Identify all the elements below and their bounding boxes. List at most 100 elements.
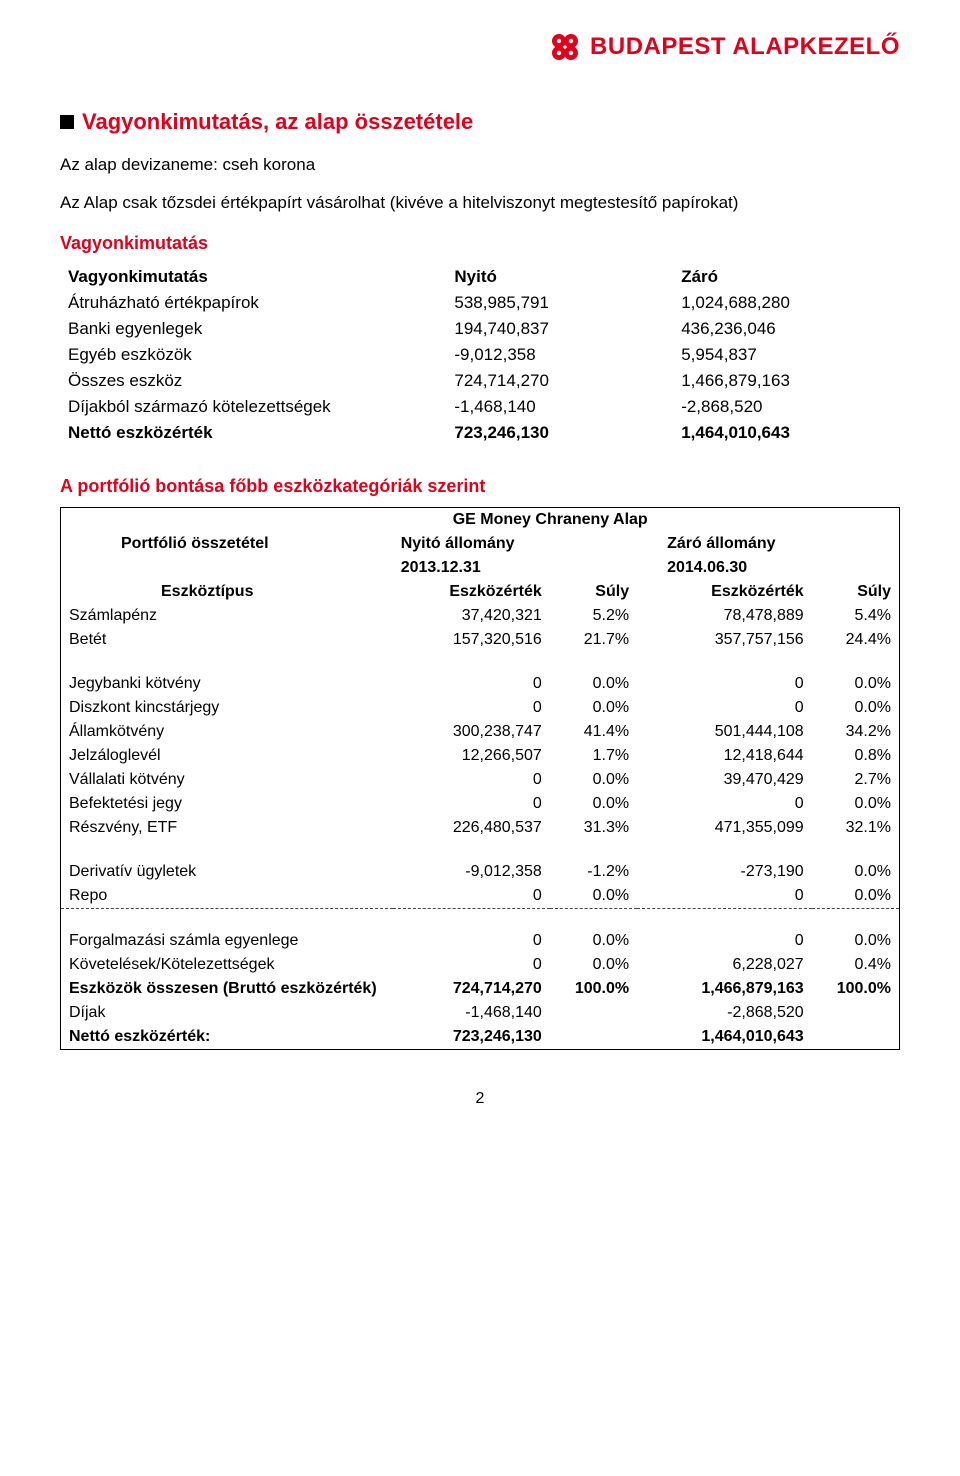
row-open: -1,468,140 xyxy=(446,394,673,420)
subheading-vagyon: Vagyonkimutatás xyxy=(60,233,900,254)
subheading-portfolio: A portfólió bontása főbb eszközkategóriá… xyxy=(60,476,900,497)
vagyon-col-close: Záró xyxy=(673,264,900,290)
row-close: 436,236,046 xyxy=(673,316,900,342)
row-open-wt: 0.0% xyxy=(550,696,637,720)
row-label: Jelzáloglevél xyxy=(61,744,393,768)
table-row: Repo00.0%00.0% xyxy=(61,884,899,909)
row-open-val: 0 xyxy=(393,792,550,816)
row-label: Vállalati kötvény xyxy=(61,768,393,792)
row-open: 538,985,791 xyxy=(446,290,673,316)
row-label: Betét xyxy=(61,628,393,652)
row-close-wt: 5.4% xyxy=(812,604,899,628)
vagyon-header-row: Vagyonkimutatás Nyitó Záró xyxy=(60,264,900,290)
row-close-val: 501,444,108 xyxy=(637,720,812,744)
separator-row xyxy=(61,908,899,929)
row-open-wt: 0.0% xyxy=(550,929,637,953)
row-open-wt: 0.0% xyxy=(550,768,637,792)
row-open-wt: 31.3% xyxy=(550,816,637,840)
row-label: Derivatív ügyletek xyxy=(61,860,393,884)
vagyon-table: Vagyonkimutatás Nyitó Záró Átruházható é… xyxy=(60,264,900,446)
row-close-wt: 0.4% xyxy=(812,953,899,977)
portfolio-table: GE Money Chraneny Alap Portfólió összeté… xyxy=(61,508,899,1049)
row-close-wt xyxy=(812,1025,899,1049)
row-label: Banki egyenlegek xyxy=(60,316,446,342)
table-row: Díjakból származó kötelezettségek-1,468,… xyxy=(60,394,900,420)
table-row: Derivatív ügyletek-9,012,358-1.2%-273,19… xyxy=(61,860,899,884)
row-label: Összes eszköz xyxy=(60,368,446,394)
row-open-val: 0 xyxy=(393,696,550,720)
row-open-wt: 0.0% xyxy=(550,792,637,816)
row-label: Befektetési jegy xyxy=(61,792,393,816)
row-close-val: -2,868,520 xyxy=(637,1001,812,1025)
square-bullet-icon xyxy=(60,115,74,129)
row-label: Részvény, ETF xyxy=(61,816,393,840)
row-open-wt xyxy=(550,1001,637,1025)
row-open: 724,714,270 xyxy=(446,368,673,394)
section-title-text: Vagyonkimutatás, az alap összetétele xyxy=(82,109,473,135)
table-row: Díjak-1,468,140-2,868,520 xyxy=(61,1001,899,1025)
row-close-wt: 0.0% xyxy=(812,792,899,816)
row-close-wt: 2.7% xyxy=(812,768,899,792)
logo-icon xyxy=(548,30,582,64)
row-open-val: 226,480,537 xyxy=(393,816,550,840)
currency-note: Az alap devizaneme: cseh korona xyxy=(60,153,900,177)
table-row: Számlapénz37,420,3215.2%78,478,8895.4% xyxy=(61,604,899,628)
section-title-1: Vagyonkimutatás, az alap összetétele xyxy=(60,109,900,135)
portf-title-row: GE Money Chraneny Alap xyxy=(61,508,899,532)
table-row: Államkötvény300,238,74741.4%501,444,1083… xyxy=(61,720,899,744)
row-open-wt: 1.7% xyxy=(550,744,637,768)
restriction-note: Az Alap csak tőzsdei értékpapírt vásárol… xyxy=(60,191,900,215)
row-close: 1,024,688,280 xyxy=(673,290,900,316)
row-close: -2,868,520 xyxy=(673,394,900,420)
row-close-val: 471,355,099 xyxy=(637,816,812,840)
row-label: Eszközök összesen (Bruttó eszközérték) xyxy=(61,977,393,1001)
row-open-val: 723,246,130 xyxy=(393,1025,550,1049)
table-row: Forgalmazási számla egyenlege00.0%00.0% xyxy=(61,929,899,953)
portf-type-label: Eszköztípus xyxy=(61,580,393,604)
row-open-val: -9,012,358 xyxy=(393,860,550,884)
table-row: Banki egyenlegek194,740,837436,236,046 xyxy=(60,316,900,342)
table-row: Diszkont kincstárjegy00.0%00.0% xyxy=(61,696,899,720)
portf-weight-label-1: Súly xyxy=(550,580,637,604)
row-open-val: 0 xyxy=(393,768,550,792)
row-close-val: 6,228,027 xyxy=(637,953,812,977)
row-open-wt: 21.7% xyxy=(550,628,637,652)
portf-val-label-2: Eszközérték xyxy=(637,580,812,604)
row-open: 723,246,130 xyxy=(446,420,673,446)
row-label: Forgalmazási számla egyenlege xyxy=(61,929,393,953)
row-label: Repo xyxy=(61,884,393,909)
row-open-wt: 41.4% xyxy=(550,720,637,744)
row-label: Díjakból származó kötelezettségek xyxy=(60,394,446,420)
row-open-val: 300,238,747 xyxy=(393,720,550,744)
row-close-wt: 0.0% xyxy=(812,860,899,884)
portf-open-label: Nyitó állomány xyxy=(393,532,637,556)
row-close-val: 0 xyxy=(637,929,812,953)
vagyon-col-label: Vagyonkimutatás xyxy=(60,264,446,290)
brand-logo: BUDAPEST ALAPKEZELŐ xyxy=(548,30,900,64)
row-close-val: 0 xyxy=(637,884,812,909)
row-close-wt: 0.0% xyxy=(812,696,899,720)
row-close-wt: 34.2% xyxy=(812,720,899,744)
portf-close-label: Záró állomány xyxy=(637,532,899,556)
row-close-wt: 0.0% xyxy=(812,929,899,953)
row-close-val: 78,478,889 xyxy=(637,604,812,628)
row-close-val: 1,466,879,163 xyxy=(637,977,812,1001)
table-row: Követelések/Kötelezettségek00.0%6,228,02… xyxy=(61,953,899,977)
portf-header-row-3: Eszköztípus Eszközérték Súly Eszközérték… xyxy=(61,580,899,604)
row-label: Nettó eszközérték: xyxy=(61,1025,393,1049)
row-open-wt: 0.0% xyxy=(550,672,637,696)
row-label: Államkötvény xyxy=(61,720,393,744)
row-open: 194,740,837 xyxy=(446,316,673,342)
table-row: Összes eszköz724,714,2701,466,879,163 xyxy=(60,368,900,394)
portf-composition-label: Portfólió összetétel xyxy=(61,532,393,556)
row-close-val: 0 xyxy=(637,672,812,696)
brand-text: BUDAPEST ALAPKEZELŐ xyxy=(590,33,900,61)
row-close-wt xyxy=(812,1001,899,1025)
row-close-wt: 100.0% xyxy=(812,977,899,1001)
row-open-val: -1,468,140 xyxy=(393,1001,550,1025)
table-row: Betét157,320,51621.7%357,757,15624.4% xyxy=(61,628,899,652)
row-open-wt: 0.0% xyxy=(550,953,637,977)
row-close-val: 357,757,156 xyxy=(637,628,812,652)
row-open-wt xyxy=(550,1025,637,1049)
row-close-val: -273,190 xyxy=(637,860,812,884)
